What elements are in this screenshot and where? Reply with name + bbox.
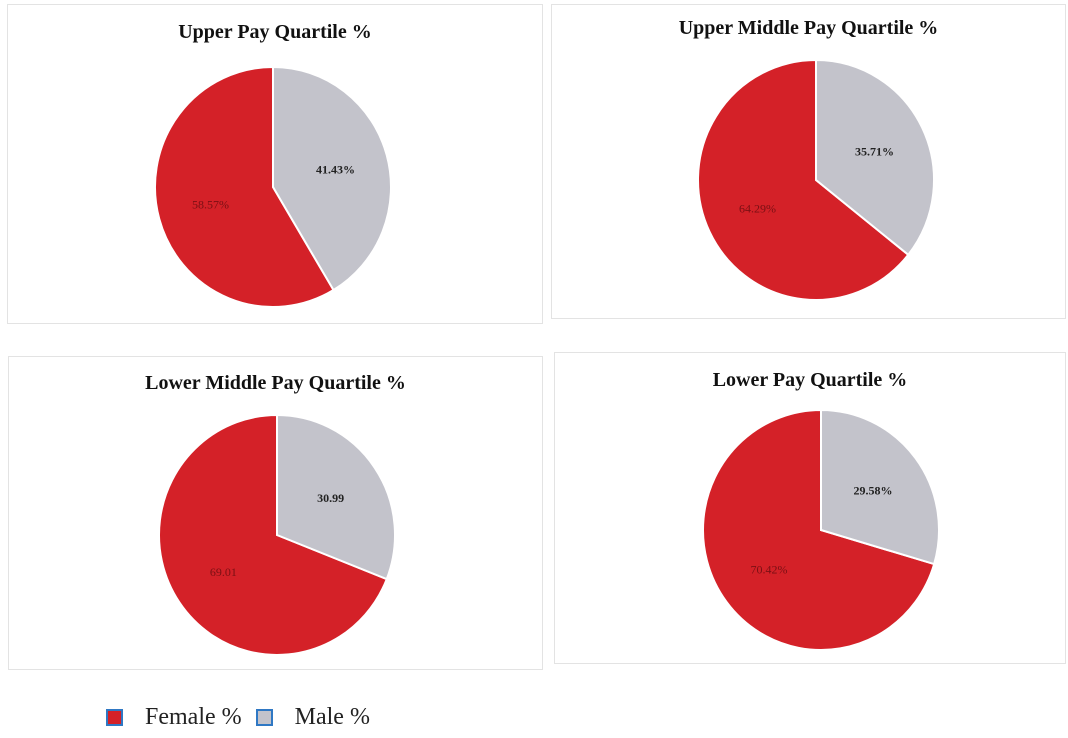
pie-chart: 41.43% 58.57%: [154, 65, 392, 308]
legend-item-female: Female %: [106, 704, 242, 731]
chart-panel-upper-middle: Upper Middle Pay Quartile % 35.71% 64.29%: [551, 4, 1066, 319]
pie-slice-female: [158, 413, 389, 656]
legend-label-male: Male %: [294, 704, 370, 730]
pie-slice-male: [820, 408, 940, 566]
pie-chart: 30.99 69.01: [158, 413, 396, 656]
pie-label-female: 70.42%: [751, 562, 788, 576]
pie-label-male: 35.71%: [855, 144, 894, 158]
chart-title: Upper Middle Pay Quartile %: [678, 17, 939, 39]
chart-title: Upper Pay Quartile %: [178, 21, 372, 43]
pie-label-male: 29.58%: [853, 484, 892, 498]
pie-slice-male: [272, 65, 392, 292]
pie-label-male: 41.43%: [316, 162, 355, 176]
chart-title: Lower Middle Pay Quartile %: [145, 372, 406, 394]
legend: Female % Male %: [106, 704, 384, 731]
pie-slice-female: [154, 65, 335, 308]
legend-label-female: Female %: [145, 704, 242, 730]
chart-title: Lower Pay Quartile %: [712, 369, 908, 391]
pie-chart: 29.58% 70.42%: [702, 408, 940, 651]
pie-chart: 35.71% 64.29%: [697, 58, 935, 301]
chart-panel-upper: Upper Pay Quartile % 41.43% 58.57%: [7, 4, 543, 324]
pie-label-male: 30.99: [317, 491, 344, 505]
pie-label-female: 69.01: [210, 565, 237, 579]
chart-panel-lower: Lower Pay Quartile % 29.58% 70.42%: [554, 352, 1066, 664]
pie-label-female: 58.57%: [192, 198, 229, 212]
legend-swatch-female: [106, 709, 123, 726]
pie-slice-female: [702, 408, 936, 651]
pie-label-female: 64.29%: [739, 202, 776, 216]
pie-slice-female: [697, 58, 910, 301]
pie-slice-male: [815, 58, 935, 257]
legend-swatch-male: [255, 709, 273, 726]
pie-slice-male: [276, 413, 396, 581]
legend-item-male: Male %: [255, 704, 370, 731]
chart-panel-lower-middle: Lower Middle Pay Quartile % 30.99 69.01: [8, 356, 543, 670]
